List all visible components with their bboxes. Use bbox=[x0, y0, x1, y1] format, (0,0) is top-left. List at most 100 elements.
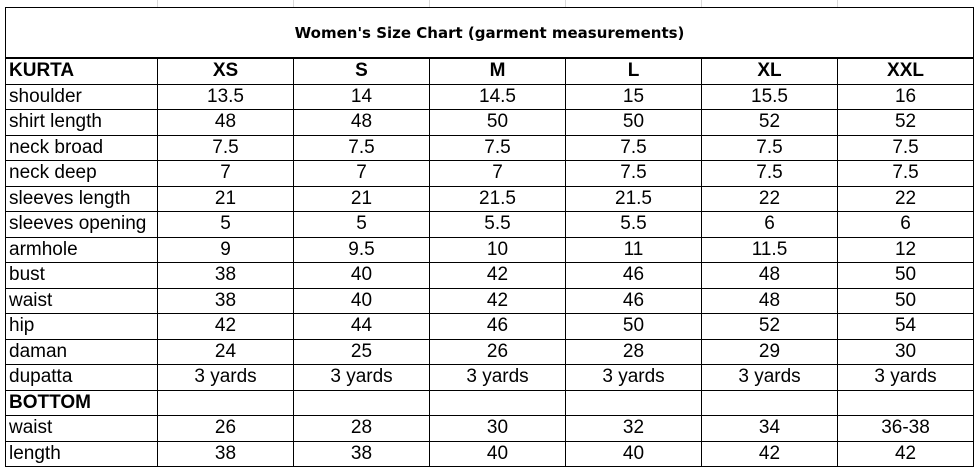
measurement-label: daman bbox=[5, 338, 158, 365]
measurement-label: armhole bbox=[5, 236, 158, 263]
sheet-gridlines bbox=[0, 0, 978, 8]
measurement-value: 38 bbox=[293, 440, 430, 467]
measurement-value: 3 yards bbox=[293, 364, 430, 391]
measurement-value: 50 bbox=[565, 109, 702, 136]
measurement-value: 7.5 bbox=[565, 160, 702, 187]
measurement-value: 50 bbox=[429, 109, 566, 136]
measurement-label: waist bbox=[5, 287, 158, 314]
measurement-value: 50 bbox=[565, 313, 702, 340]
measurement-value: 42 bbox=[157, 313, 294, 340]
measurement-value: 50 bbox=[836, 262, 975, 289]
measurement-value: 40 bbox=[293, 287, 430, 314]
table-row: armhole 9 9.5 10 11 11.5 12 bbox=[5, 236, 975, 263]
size-header-xxl: XXL bbox=[836, 57, 975, 85]
measurement-value: 14 bbox=[293, 83, 430, 110]
measurement-value: 36-38 bbox=[836, 415, 975, 442]
measurement-value: 48 bbox=[701, 287, 838, 314]
measurement-value: 14.5 bbox=[429, 83, 566, 110]
measurement-label: length bbox=[5, 440, 158, 467]
measurement-value: 12 bbox=[836, 236, 975, 263]
measurement-value: 46 bbox=[565, 262, 702, 289]
measurement-value: 48 bbox=[157, 109, 294, 136]
measurement-value: 7 bbox=[429, 160, 566, 187]
measurement-label: neck broad bbox=[5, 134, 158, 161]
measurement-value: 50 bbox=[836, 287, 975, 314]
measurement-value: 7.5 bbox=[293, 134, 430, 161]
measurement-value: 29 bbox=[701, 338, 838, 365]
measurement-value: 46 bbox=[565, 287, 702, 314]
measurement-value: 26 bbox=[429, 338, 566, 365]
empty-cell bbox=[293, 389, 430, 416]
measurement-value: 5 bbox=[157, 211, 294, 238]
table-row: neck broad 7.5 7.5 7.5 7.5 7.5 7.5 bbox=[5, 134, 975, 161]
measurement-value: 15.5 bbox=[701, 83, 838, 110]
measurement-value: 52 bbox=[836, 109, 975, 136]
empty-cell bbox=[565, 389, 702, 416]
measurement-value: 38 bbox=[157, 262, 294, 289]
measurement-value: 7.5 bbox=[565, 134, 702, 161]
kurta-header-row: KURTA XS S M L XL XXL bbox=[5, 57, 975, 85]
measurement-value: 30 bbox=[429, 415, 566, 442]
measurement-value: 21 bbox=[157, 185, 294, 212]
measurement-value: 42 bbox=[836, 440, 975, 467]
measurement-value: 22 bbox=[836, 185, 975, 212]
measurement-value: 7.5 bbox=[836, 134, 975, 161]
measurement-label: dupatta bbox=[5, 364, 158, 391]
measurement-value: 3 yards bbox=[157, 364, 294, 391]
measurement-value: 7 bbox=[293, 160, 430, 187]
measurement-value: 15 bbox=[565, 83, 702, 110]
measurement-value: 7.5 bbox=[701, 160, 838, 187]
measurement-value: 3 yards bbox=[701, 364, 838, 391]
measurement-value: 11 bbox=[565, 236, 702, 263]
measurement-value: 3 yards bbox=[836, 364, 975, 391]
measurement-value: 38 bbox=[157, 287, 294, 314]
measurement-value: 7 bbox=[157, 160, 294, 187]
measurement-value: 5.5 bbox=[429, 211, 566, 238]
measurement-value: 7.5 bbox=[429, 134, 566, 161]
measurement-value: 3 yards bbox=[565, 364, 702, 391]
table-row: neck deep 7 7 7 7.5 7.5 7.5 bbox=[5, 160, 975, 187]
measurement-label: neck deep bbox=[5, 160, 158, 187]
measurement-value: 9 bbox=[157, 236, 294, 263]
measurement-value: 5 bbox=[293, 211, 430, 238]
size-header-l: L bbox=[565, 57, 702, 85]
empty-cell bbox=[701, 389, 838, 416]
empty-cell bbox=[836, 389, 975, 416]
table-row: bust 38 40 42 46 48 50 bbox=[5, 262, 975, 289]
measurement-value: 28 bbox=[565, 338, 702, 365]
measurement-value: 46 bbox=[429, 313, 566, 340]
measurement-value: 48 bbox=[701, 262, 838, 289]
measurement-value: 16 bbox=[836, 83, 975, 110]
measurement-label: sleeves length bbox=[5, 185, 158, 212]
measurement-label: shirt length bbox=[5, 109, 158, 136]
measurement-value: 10 bbox=[429, 236, 566, 263]
table-row: sleeves opening 5 5 5.5 5.5 6 6 bbox=[5, 211, 975, 238]
measurement-value: 21.5 bbox=[429, 185, 566, 212]
measurement-label: shoulder bbox=[5, 83, 158, 110]
measurement-value: 42 bbox=[429, 287, 566, 314]
measurement-value: 9.5 bbox=[293, 236, 430, 263]
measurement-value: 54 bbox=[836, 313, 975, 340]
measurement-value: 13.5 bbox=[157, 83, 294, 110]
measurement-value: 30 bbox=[836, 338, 975, 365]
chart-title: Women's Size Chart (garment measurements… bbox=[4, 7, 975, 59]
measurement-value: 42 bbox=[701, 440, 838, 467]
measurement-value: 25 bbox=[293, 338, 430, 365]
measurement-value: 21.5 bbox=[565, 185, 702, 212]
table-row: shoulder 13.5 14 14.5 15 15.5 16 bbox=[5, 83, 975, 110]
size-chart-table: Women's Size Chart (garment measurements… bbox=[4, 7, 975, 467]
measurement-label: waist bbox=[5, 415, 158, 442]
measurement-value: 52 bbox=[701, 313, 838, 340]
measurement-value: 6 bbox=[836, 211, 975, 238]
measurement-value: 40 bbox=[293, 262, 430, 289]
empty-cell bbox=[157, 389, 294, 416]
measurement-value: 40 bbox=[429, 440, 566, 467]
measurement-value: 40 bbox=[565, 440, 702, 467]
measurement-value: 34 bbox=[701, 415, 838, 442]
table-row: length 38 38 40 40 42 42 bbox=[5, 440, 975, 467]
kurta-section-label: KURTA bbox=[5, 57, 158, 85]
measurement-value: 32 bbox=[565, 415, 702, 442]
table-row: hip 42 44 46 50 52 54 bbox=[5, 313, 975, 340]
measurement-value: 11.5 bbox=[701, 236, 838, 263]
